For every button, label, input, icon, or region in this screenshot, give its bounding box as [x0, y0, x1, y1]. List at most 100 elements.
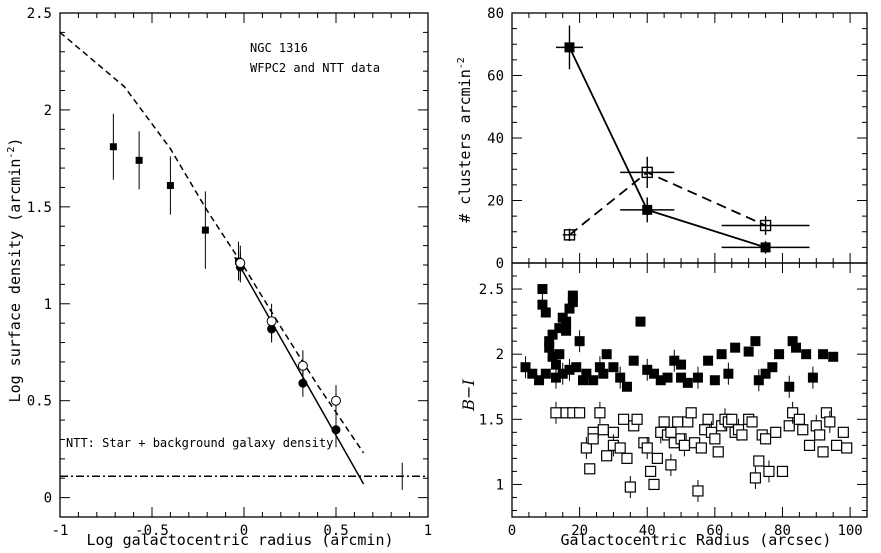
left-y-tick-label: 2 — [44, 103, 52, 119]
bottom-right-y-tick-label: 2 — [496, 347, 504, 363]
left-annotation-ngc: NGC 1316 — [250, 41, 308, 55]
bottom-right-y-tick-label: 1.5 — [479, 412, 504, 428]
left-x-tick-label: -1 — [52, 523, 69, 539]
bottom-right-point-filled — [743, 346, 754, 357]
left-y-axis-label-sup: -2 — [6, 147, 17, 159]
bottom-right-point-filled — [564, 364, 575, 375]
bottom-right-point-open — [841, 442, 853, 454]
bottom-right-point-open — [749, 472, 762, 484]
bottom-right-point-filled — [750, 336, 761, 347]
bottom-right-point-filled — [527, 368, 538, 379]
bottom-right-point-open — [787, 407, 799, 419]
bottom-right-point-open — [648, 478, 660, 491]
bottom-right-point-filled — [828, 351, 839, 362]
bottom-right-point-filled — [588, 375, 599, 386]
bottom-right-x-tick-label: 60 — [706, 523, 723, 539]
bottom-right-point-open — [574, 407, 586, 419]
bottom-right-point-filled — [760, 368, 771, 379]
left-y-axis-label-main: Log surface density (arcmin — [6, 159, 24, 403]
bottom-right-point-filled — [571, 362, 582, 373]
top-right-point-filled — [642, 204, 653, 215]
top-right-y-axis-label-sup: -2 — [456, 57, 467, 69]
left-point-square — [135, 156, 143, 164]
bottom-right-point-open — [770, 426, 782, 438]
top-right-point-filled — [564, 42, 575, 53]
left-x-tick-label: 0 — [240, 523, 248, 539]
top-right-point-open — [759, 219, 772, 232]
bottom-right-point-filled — [537, 284, 548, 295]
bottom-right-point-filled — [676, 359, 687, 370]
bottom-right-y-tick-label: 2.5 — [479, 282, 504, 298]
bottom-right-point-filled — [608, 362, 619, 373]
bottom-right-point-open — [614, 442, 626, 454]
bottom-right-point-filled — [554, 349, 565, 360]
top-right-y-tick-label: 60 — [487, 69, 504, 85]
bottom-right-point-filled — [537, 299, 548, 310]
bottom-right-point-filled — [649, 368, 659, 379]
bottom-right-point-filled — [544, 342, 555, 353]
bottom-right-point-filled — [550, 359, 561, 370]
bottom-right-point-open — [580, 442, 592, 454]
bottom-right-point-filled — [581, 368, 592, 379]
bottom-right-y-tick-label: 1 — [496, 477, 504, 493]
left-y-tick-label: 2.5 — [27, 6, 52, 22]
left-x-axis-label: Log galactocentric radius (arcmin) — [86, 531, 393, 549]
bottom-right-point-filled — [621, 381, 632, 392]
bottom-right-point-open — [678, 439, 691, 451]
bottom-right-point-filled — [547, 351, 558, 362]
left-point-open-circle — [297, 360, 308, 371]
bottom-right-y-axis-label: B−I — [459, 379, 478, 412]
bottom-right-x-tick-label: 0 — [508, 523, 516, 539]
bottom-right-point-filled — [676, 372, 687, 383]
bottom-right-point-filled — [753, 375, 764, 386]
top-right-y-tick-label: 80 — [487, 6, 504, 22]
bottom-right-point-filled — [692, 372, 703, 383]
bottom-right-point-filled — [615, 372, 626, 383]
bottom-right-point-filled — [791, 342, 801, 353]
bottom-right-point-filled — [557, 368, 568, 379]
bottom-right-point-filled — [520, 362, 531, 373]
bottom-right-point-filled — [807, 372, 818, 383]
bottom-right-point-open — [641, 442, 653, 454]
top-right-point-open — [563, 229, 576, 241]
left-point-square — [201, 226, 209, 234]
left-point-filled-circle — [331, 425, 341, 435]
left-annotation-data: WFPC2 and NTT data — [250, 61, 380, 75]
left-y-tick-label: 0 — [44, 491, 52, 507]
bottom-right-point-open — [685, 407, 697, 419]
bottom-right-point-open — [712, 446, 724, 458]
bottom-right-plot-frame — [511, 262, 868, 518]
bottom-right-point-filled — [561, 316, 572, 327]
bottom-right-point-filled — [635, 316, 646, 327]
bottom-right-point-filled — [669, 355, 680, 366]
left-point-open-circle — [235, 258, 246, 269]
bottom-right-point-filled — [801, 349, 812, 360]
bottom-right-point-open — [726, 413, 738, 425]
left-y-axis-label-close: ) — [6, 138, 24, 147]
bottom-right-x-tick-label: 40 — [639, 523, 656, 539]
bottom-right-point-filled — [567, 290, 578, 301]
bottom-right-point-open — [759, 433, 772, 445]
bottom-right-point-filled — [534, 375, 545, 386]
left-point-open-circle — [266, 316, 277, 327]
bottom-right-point-open — [736, 429, 748, 441]
top-right-series-line — [568, 47, 766, 249]
bottom-right-point-open — [797, 424, 809, 436]
top-right-y-tick-label: 0 — [496, 256, 504, 272]
bottom-right-point-open — [824, 416, 836, 428]
bottom-right-point-filled — [784, 381, 795, 392]
bottom-right-point-filled — [578, 375, 588, 386]
bottom-right-point-open — [763, 465, 775, 478]
left-point-square — [109, 143, 117, 151]
bottom-right-point-filled — [564, 303, 575, 314]
bottom-right-point-open — [803, 439, 816, 451]
bottom-right-point-open — [621, 452, 633, 464]
bottom-right-point-filled — [716, 349, 727, 360]
left-x-tick-label: 1 — [424, 523, 432, 539]
left-y-axis-label: Log surface density (arcmin-2) — [6, 138, 24, 403]
bottom-right-point-filled — [567, 297, 578, 308]
left-line-dashed — [59, 31, 365, 454]
bottom-right-point-open — [672, 416, 684, 428]
bottom-right-point-open — [709, 433, 721, 445]
left-x-tick-label: -0.5 — [135, 523, 169, 539]
